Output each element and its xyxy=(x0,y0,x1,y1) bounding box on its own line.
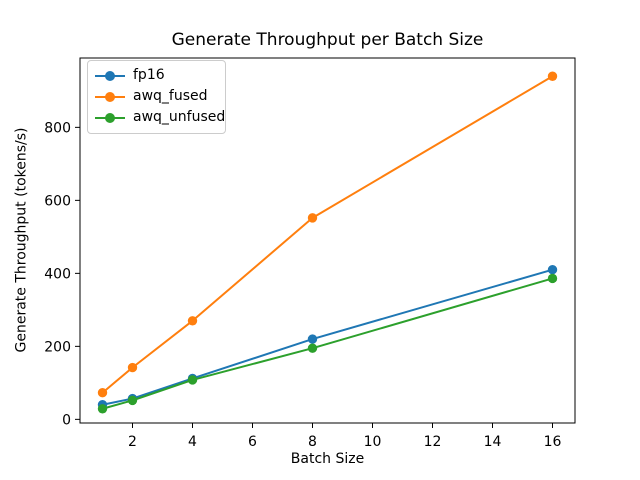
x-tick-label: 10 xyxy=(364,434,382,450)
legend-entry-awq_unfused: awq_unfused xyxy=(95,107,225,128)
marker-fp16-bs8 xyxy=(307,334,318,344)
marker-awq_fused-bs2 xyxy=(127,362,138,373)
chart-title: Generate Throughput per Batch Size xyxy=(171,30,484,50)
marker-awq_fused-bs8 xyxy=(307,213,318,223)
y-tick-label: 200 xyxy=(44,339,71,355)
marker-awq_unfused-bs16 xyxy=(547,273,558,284)
marker-awq_fused-bs1 xyxy=(97,388,108,398)
x-tick-label: 16 xyxy=(544,434,562,450)
legend: fp16 awq_fused awq_unfused xyxy=(87,60,226,134)
legend-label: awq_fused xyxy=(133,88,208,104)
legend-label: fp16 xyxy=(133,67,165,83)
series-line-awq_unfused xyxy=(102,277,553,410)
legend-entry-awq_fused: awq_fused xyxy=(95,86,219,107)
axes-frame xyxy=(79,57,576,424)
x-tick-label: 14 xyxy=(484,434,502,450)
y-tick-label: 800 xyxy=(44,120,71,136)
legend-line-marker-icon xyxy=(95,70,125,81)
marker-awq_fused-bs4 xyxy=(187,316,198,326)
legend-line-marker-icon xyxy=(95,91,125,102)
y-tick-label: 0 xyxy=(62,412,71,428)
marker-awq_unfused-bs1 xyxy=(97,404,108,414)
legend-line-marker-icon xyxy=(95,112,125,123)
x-tick-label: 4 xyxy=(188,434,197,450)
y-tick-label: 600 xyxy=(44,193,71,209)
x-axis-label: Batch Size xyxy=(290,451,365,467)
legend-sample-dot xyxy=(105,112,115,123)
x-tick-label: 12 xyxy=(424,434,442,450)
legend-sample-dot xyxy=(105,70,115,81)
marker-awq_unfused-bs2 xyxy=(127,395,138,406)
x-tick-label: 6 xyxy=(248,434,257,450)
marker-fp16-bs16 xyxy=(547,265,558,275)
y-tick-label: 400 xyxy=(44,266,71,282)
legend-label: awq_unfused xyxy=(133,109,226,125)
legend-entry-fp16: fp16 xyxy=(95,65,219,86)
x-tick-label: 2 xyxy=(128,434,137,450)
marker-awq_unfused-bs4 xyxy=(187,375,198,385)
marker-awq_fused-bs16 xyxy=(547,71,558,81)
marker-awq_unfused-bs8 xyxy=(307,343,318,353)
x-tick-label: 8 xyxy=(308,434,317,450)
legend-sample-dot xyxy=(105,91,115,102)
